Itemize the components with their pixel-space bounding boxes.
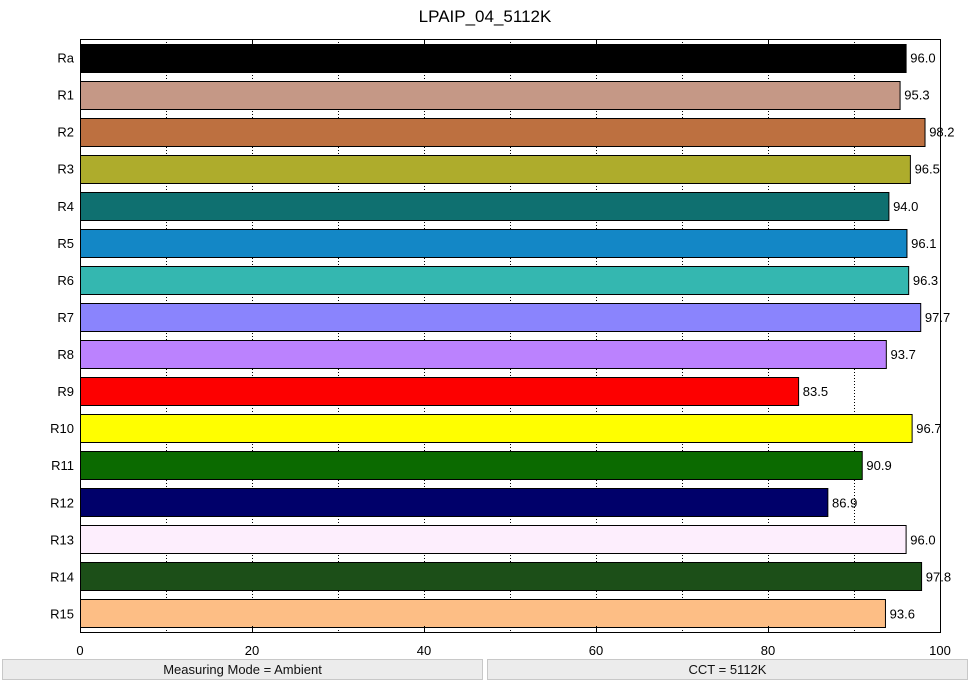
bar-r1 [80,81,901,110]
bar-r12 [80,488,829,517]
x-tick-label: 60 [589,643,603,658]
measuring-mode-status: Measuring Mode = Ambient [2,659,483,680]
category-label: R10 [50,421,74,436]
category-label: R7 [57,310,74,325]
bar-r3 [80,155,911,184]
value-label: 95.3 [904,88,929,103]
bar-r7 [80,303,922,332]
chart-title: LPAIP_04_5112K [418,7,552,26]
category-label: R6 [57,273,74,288]
value-label: 90.9 [866,458,891,473]
value-label: 96.3 [913,273,938,288]
value-label: 97.7 [925,310,950,325]
value-label: 97.8 [926,569,951,584]
category-label: R3 [57,162,74,177]
x-tick-label: 80 [761,643,775,658]
bar-r5 [80,229,908,258]
value-label: 86.9 [832,495,857,510]
category-label: R14 [50,569,74,584]
category-label: R15 [50,606,74,621]
plot-frame [80,39,941,633]
bar-ra [80,44,907,73]
category-label: R1 [57,88,74,103]
category-label: Ra [57,51,74,66]
cct-status: CCT = 5112K [487,659,968,680]
category-label: R12 [50,495,74,510]
category-label: R5 [57,236,74,251]
x-tick-label: 40 [417,643,431,658]
value-label: 96.0 [910,532,935,547]
x-tick-label: 20 [245,643,259,658]
bar-r15 [80,599,886,628]
category-label: R2 [57,125,74,140]
bar-r14 [80,562,923,591]
value-label: 94.0 [893,199,918,214]
category-label: R13 [50,532,74,547]
category-label: R4 [57,199,74,214]
bar-r6 [80,266,910,295]
value-label: 96.0 [910,51,935,66]
value-label: 93.6 [890,606,915,621]
value-label: 96.1 [911,236,936,251]
bar-r11 [80,451,863,480]
value-label: 96.5 [915,162,940,177]
bar-r10 [80,414,913,443]
x-tick-label: 0 [76,643,83,658]
value-label: 98.2 [929,125,954,140]
bar-r2 [80,118,926,147]
value-label: 93.7 [891,347,916,362]
value-label: 83.5 [803,384,828,399]
category-label: R8 [57,347,74,362]
bar-r8 [80,340,887,369]
category-label: R9 [57,384,74,399]
x-tick-label: 100 [929,643,951,658]
bar-r13 [80,525,907,554]
category-label: R11 [51,458,74,473]
value-label: 96.7 [916,421,941,436]
bar-r4 [80,192,890,221]
bar-r9 [80,377,800,406]
